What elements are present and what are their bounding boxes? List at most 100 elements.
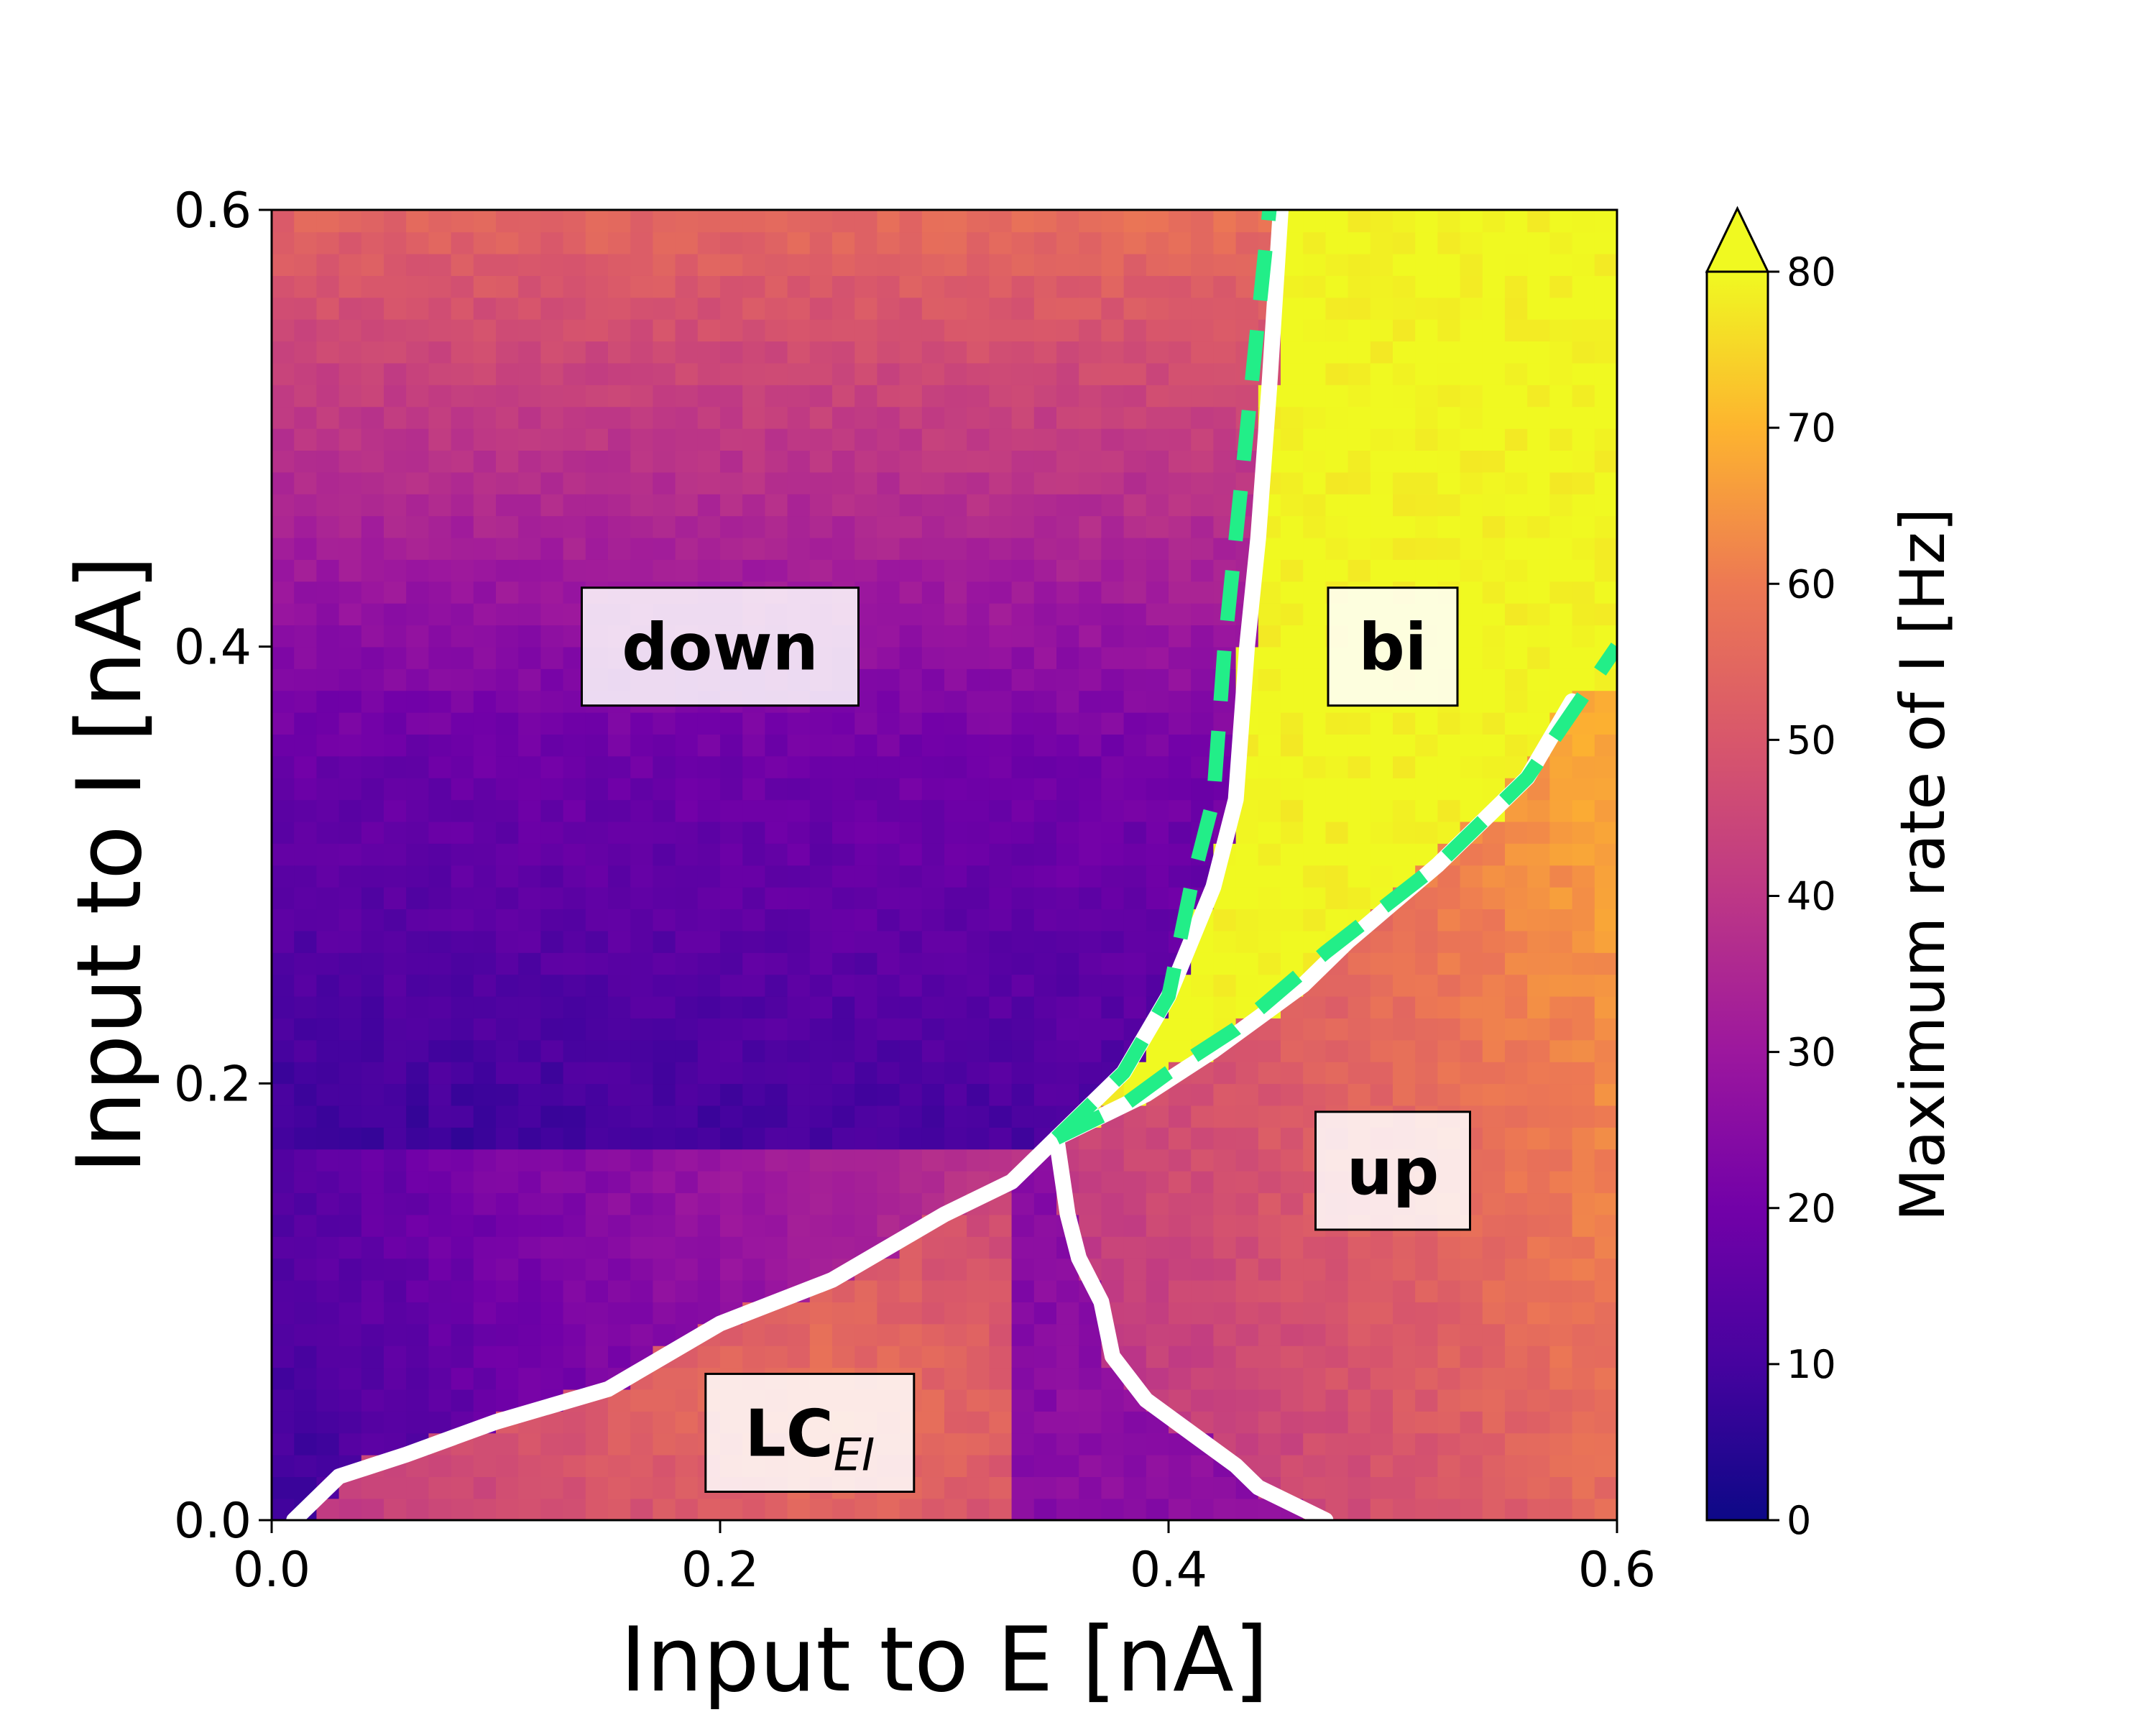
heatmap-cell: [944, 1498, 967, 1520]
heatmap-cell: [1437, 1345, 1461, 1368]
heatmap-cell: [384, 559, 407, 582]
heatmap-cell: [451, 690, 474, 713]
heatmap-cell: [1505, 1498, 1528, 1520]
heatmap-cell: [316, 1411, 340, 1434]
heatmap-cell: [1415, 1018, 1439, 1041]
heatmap-cell: [518, 275, 542, 298]
heatmap-cell: [1393, 1345, 1416, 1368]
heatmap-cell: [1325, 799, 1349, 822]
heatmap-cell: [1123, 385, 1147, 408]
heatmap-cell: [1191, 1236, 1215, 1259]
heatmap-cell: [406, 1018, 430, 1041]
heatmap-cell: [1505, 1170, 1528, 1194]
heatmap-cell: [451, 821, 474, 844]
heatmap-cell: [630, 385, 654, 408]
heatmap-cell: [1033, 1367, 1057, 1390]
heatmap-cell: [473, 865, 497, 888]
heatmap-cell: [1169, 210, 1192, 233]
heatmap-cell: [272, 275, 295, 298]
heatmap-cell: [428, 734, 452, 757]
heatmap-cell: [854, 515, 878, 538]
heatmap-cell: [1258, 930, 1281, 953]
heatmap-cell: [473, 734, 497, 757]
heatmap-cell: [742, 559, 766, 582]
heatmap-cell: [967, 1323, 990, 1346]
heatmap-cell: [1146, 886, 1169, 910]
heatmap-cell: [540, 625, 564, 648]
heatmap-cell: [1505, 297, 1528, 320]
y-tick-label: 0.4: [174, 620, 252, 676]
heatmap-cell: [316, 1279, 340, 1302]
heatmap-cell: [1482, 515, 1506, 538]
heatmap-cell: [944, 843, 967, 866]
heatmap-cell: [1482, 1236, 1506, 1259]
heatmap-cell: [1437, 253, 1461, 276]
heatmap-cell: [316, 515, 340, 538]
heatmap-cell: [630, 952, 654, 975]
heatmap-cell: [1594, 428, 1617, 451]
heatmap-cell: [921, 1476, 945, 1499]
heatmap-cell: [1415, 1498, 1439, 1520]
heatmap-cell: [1101, 886, 1125, 910]
heatmap-cell: [1393, 1279, 1416, 1302]
heatmap-cell: [967, 253, 990, 276]
heatmap-cell: [854, 1323, 878, 1346]
heatmap-cell: [338, 515, 362, 538]
heatmap-cell: [1348, 406, 1371, 429]
heatmap-cell: [428, 428, 452, 451]
heatmap-cell: [630, 450, 654, 473]
heatmap-cell: [967, 1432, 990, 1455]
heatmap-cell: [1123, 1323, 1147, 1346]
heatmap-cell: [1303, 1367, 1327, 1390]
heatmap-cell: [1281, 581, 1304, 604]
heatmap-cell: [653, 1258, 676, 1281]
heatmap-cell: [1169, 581, 1192, 604]
heatmap-cell: [1415, 1039, 1439, 1062]
heatmap-cell: [585, 559, 609, 582]
heatmap-cell: [809, 1170, 833, 1194]
heatmap-cell: [765, 231, 788, 254]
heatmap-cell: [1549, 777, 1573, 801]
heatmap-cell: [899, 537, 923, 560]
heatmap-cell: [1393, 1498, 1416, 1520]
heatmap-cell: [1549, 1323, 1573, 1346]
heatmap-cell: [540, 1039, 564, 1062]
heatmap-cell: [1213, 625, 1237, 648]
heatmap-cell: [384, 1039, 407, 1062]
heatmap-cell: [1056, 1498, 1079, 1520]
heatmap-cell: [1437, 1279, 1461, 1302]
heatmap-cell: [1123, 1149, 1147, 1172]
heatmap-cell: [1191, 1454, 1215, 1478]
heatmap-cell: [832, 1105, 855, 1128]
heatmap-cell: [742, 995, 766, 1018]
heatmap-cell: [675, 472, 699, 494]
heatmap-cell: [899, 974, 923, 997]
heatmap-cell: [1594, 777, 1617, 801]
region-label-text: bi: [1358, 610, 1427, 686]
heatmap-cell: [1056, 1302, 1079, 1325]
heatmap-cell: [518, 231, 542, 254]
heatmap-cell: [1146, 362, 1169, 385]
heatmap-cell: [1549, 428, 1573, 451]
heatmap-cell: [1011, 1432, 1035, 1455]
heatmap-cell: [451, 341, 474, 364]
heatmap-cell: [921, 1454, 945, 1478]
heatmap-cell: [384, 341, 407, 364]
heatmap-cell: [473, 297, 497, 320]
heatmap-cell: [742, 1083, 766, 1106]
heatmap-cell: [1281, 1389, 1304, 1412]
heatmap-cell: [675, 406, 699, 429]
heatmap-cell: [473, 995, 497, 1018]
heatmap-cell: [1303, 995, 1327, 1018]
heatmap-cell: [742, 1214, 766, 1237]
heatmap-cell: [675, 210, 699, 233]
heatmap-cell: [540, 843, 564, 866]
heatmap-cell: [675, 799, 699, 822]
heatmap-cell: [720, 1279, 743, 1302]
heatmap-cell: [1281, 1170, 1304, 1194]
heatmap-cell: [765, 275, 788, 298]
heatmap-cell: [1348, 515, 1371, 538]
heatmap-cell: [473, 341, 497, 364]
heatmap-cell: [1303, 493, 1327, 517]
heatmap-cell: [899, 1323, 923, 1346]
